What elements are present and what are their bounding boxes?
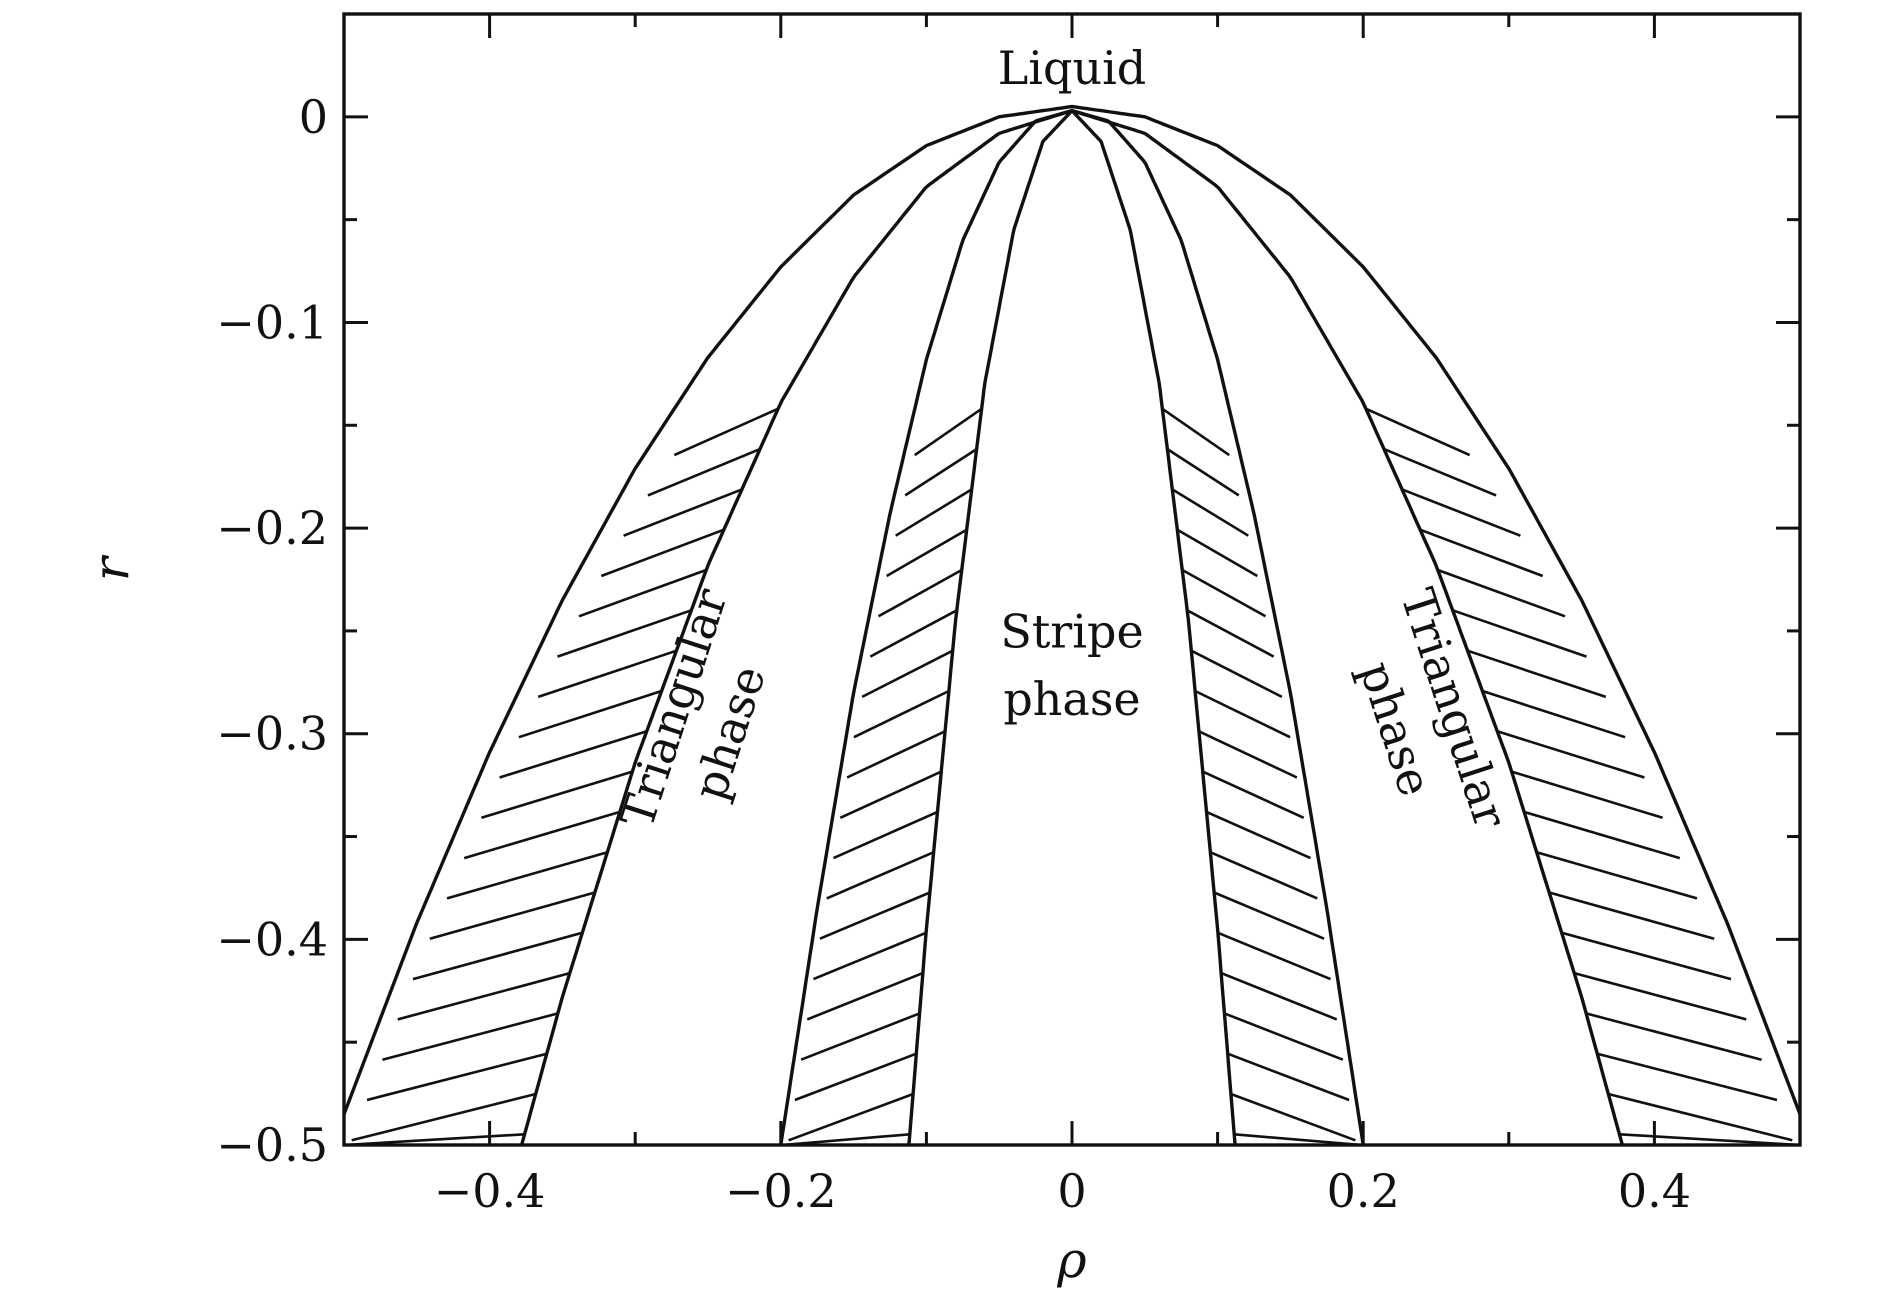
hatch-line <box>869 609 958 658</box>
hatch-line <box>1523 810 1681 860</box>
hatch-line <box>1223 1012 1344 1061</box>
hatch-line <box>1166 448 1240 497</box>
hatch-line <box>673 407 779 457</box>
x-axis-label: ρ <box>1056 1231 1087 1289</box>
region-label: Liquid <box>998 41 1147 95</box>
y-tick-label: −0.1 <box>216 295 328 349</box>
hatch-line <box>1227 1052 1350 1102</box>
x-tick-label: −0.2 <box>725 1164 837 1218</box>
hatch-line <box>429 891 596 940</box>
hatch-line <box>1230 1092 1356 1142</box>
hatch-line <box>1234 1133 1362 1147</box>
hatch-line <box>1205 810 1312 860</box>
hatch-line <box>446 850 608 900</box>
hatch-line <box>1573 971 1747 1021</box>
hatch-line <box>382 1012 559 1061</box>
hatch-line <box>351 1092 537 1142</box>
y-tick-label: −0.3 <box>216 707 328 761</box>
hatch-line <box>1161 407 1230 457</box>
hatch-line <box>623 488 743 537</box>
hatch-line <box>1401 488 1521 537</box>
hatch-line <box>518 689 663 739</box>
region-label: phase <box>1003 672 1140 726</box>
phase-boundary-1 <box>342 104 1802 1115</box>
hatch-line <box>1419 528 1544 578</box>
hatch-line <box>499 730 648 779</box>
hatch-line <box>1383 447 1497 497</box>
hatch-line <box>853 689 950 739</box>
hatch-line <box>832 810 939 860</box>
hatch-line <box>1202 770 1305 819</box>
hatch-line <box>1209 851 1318 900</box>
hatch-line <box>1607 1092 1793 1142</box>
hatch-line <box>537 649 677 699</box>
hatch-line <box>1496 730 1645 779</box>
region-label: Stripe <box>1000 604 1143 658</box>
hatch-line <box>1213 891 1325 940</box>
label-layer: −0.4 −0.2 0 0.2 0.4 0 −0.1 −0.2 −0.3 −0.4 −0.5 ρ r Li… <box>82 41 1691 1289</box>
hatch-line <box>839 770 942 819</box>
hatch-line <box>886 528 968 578</box>
hatch-layer <box>343 407 1801 1147</box>
hatch-line <box>412 931 583 981</box>
hatch-line <box>1511 770 1663 820</box>
hatch-line <box>1585 1012 1762 1061</box>
hatch-line <box>578 568 707 618</box>
hatch-line <box>1176 528 1258 578</box>
hatch-line <box>877 568 963 618</box>
hatch-line <box>794 1052 917 1102</box>
hatch-line <box>782 1133 910 1147</box>
y-tick-label: −0.5 <box>216 1118 328 1172</box>
hatch-line <box>1619 1133 1801 1147</box>
hatch-line <box>1596 1052 1778 1102</box>
hatch-line <box>481 770 633 820</box>
hatch-line <box>813 931 927 981</box>
curve-layer <box>342 104 1802 1146</box>
hatch-line <box>600 528 725 578</box>
hatch-line <box>1467 649 1607 699</box>
hatch-line <box>343 1133 525 1147</box>
hatch-line <box>1548 891 1715 940</box>
hatch-line <box>1171 488 1249 537</box>
hatch-line <box>1217 931 1331 981</box>
x-tick-label: 0 <box>1057 1164 1086 1218</box>
y-tick-label: −0.4 <box>216 912 328 966</box>
x-tick-label: 0.2 <box>1327 1164 1400 1218</box>
hatch-line <box>1481 689 1626 739</box>
hatch-line <box>557 609 692 658</box>
hatch-line <box>1536 850 1698 900</box>
phase-boundary-4 <box>907 108 1237 1146</box>
hatch-line <box>904 448 978 497</box>
hatch-line <box>1190 649 1283 699</box>
hatch-line <box>1220 971 1338 1021</box>
hatch-line <box>819 891 931 940</box>
hatch-line <box>895 488 973 537</box>
y-axis-label: r <box>82 554 140 581</box>
hatch-line <box>647 447 761 497</box>
hatch-line <box>397 971 571 1021</box>
tick-layer <box>344 14 1800 1147</box>
hatch-line <box>1186 609 1275 658</box>
hatch-line <box>826 851 935 900</box>
hatch-line <box>788 1092 914 1142</box>
hatch-line <box>1561 931 1732 981</box>
hatch-line <box>463 810 621 860</box>
hatch-line <box>1194 689 1291 739</box>
x-tick-label: 0.4 <box>1618 1164 1691 1218</box>
hatch-line <box>1181 568 1267 618</box>
hatch-line <box>800 1012 921 1061</box>
hatch-line <box>914 407 983 457</box>
y-tick-label: 0 <box>299 90 328 144</box>
hatch-line <box>861 649 954 699</box>
x-tick-label: −0.4 <box>434 1164 546 1218</box>
hatch-line <box>366 1052 548 1102</box>
hatch-line <box>846 730 946 779</box>
hatch-line <box>1365 407 1471 457</box>
hatch-line <box>806 971 924 1021</box>
y-tick-label: −0.2 <box>216 501 328 555</box>
hatch-line <box>1437 568 1566 618</box>
hatch-line <box>1452 609 1587 658</box>
hatch-line <box>1198 730 1298 779</box>
